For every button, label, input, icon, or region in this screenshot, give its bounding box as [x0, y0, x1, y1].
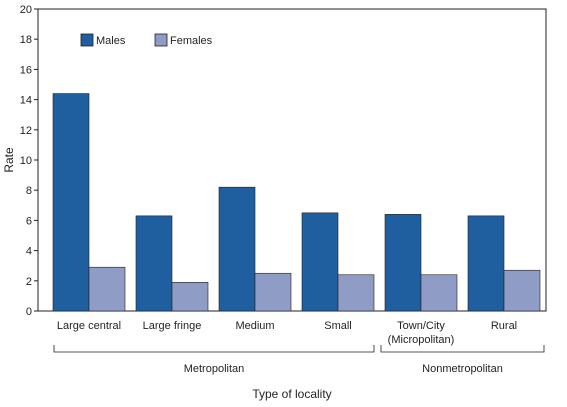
group-bracket	[380, 345, 545, 353]
x-tick-sublabel: (Micropolitan)	[388, 334, 455, 346]
bar-females-3	[337, 274, 375, 312]
bar-females-4	[420, 274, 458, 312]
y-tick-label: 20	[20, 4, 32, 16]
y-tick-label: 4	[26, 246, 32, 258]
y-tick-label: 6	[26, 215, 32, 227]
legend: Males Females	[80, 33, 213, 47]
y-tick-label: 16	[20, 64, 32, 76]
x-tick-label: Small	[324, 320, 352, 332]
legend-swatch-males	[80, 33, 94, 47]
group-label: Nonmetropolitan	[422, 363, 503, 375]
y-tick-label: 14	[20, 95, 32, 107]
y-tick-label: 18	[20, 34, 32, 46]
bar-males-3	[301, 212, 339, 312]
bar-males-5	[467, 215, 505, 312]
x-tick-label: Large fringe	[143, 320, 202, 332]
legend-label-males: Males	[96, 35, 126, 47]
bar-females-0	[88, 266, 126, 312]
x-axis-title: Type of locality	[252, 387, 331, 401]
bar-males-2	[218, 186, 256, 312]
bars	[52, 93, 541, 312]
y-axis-title: Rate	[2, 147, 16, 173]
locality-groups: Metropolitan Nonmetropolitan	[53, 345, 545, 375]
y-tick-label: 10	[20, 155, 32, 167]
bar-males-4	[384, 214, 422, 312]
x-tick-label: Town/City	[397, 320, 445, 332]
y-tick-label: 2	[26, 276, 32, 288]
bar-males-1	[135, 215, 173, 312]
group-label: Metropolitan	[184, 363, 245, 375]
legend-label-females: Females	[170, 35, 213, 47]
bar-males-0	[52, 93, 90, 312]
bar-females-2	[254, 272, 292, 312]
x-axis-labels: Large central Large fringe Medium Small Town…	[57, 320, 517, 346]
y-tick-label: 8	[26, 185, 32, 197]
group-bracket	[53, 345, 375, 353]
y-tick-label: 0	[26, 306, 32, 318]
legend-swatch-females	[154, 33, 168, 47]
x-tick-label: Large central	[57, 320, 121, 332]
y-tick-label: 12	[20, 125, 32, 137]
x-tick-label: Rural	[491, 320, 517, 332]
bar-females-1	[171, 282, 209, 312]
bar-females-5	[503, 269, 541, 312]
y-axis: 0 2 4 6 8 10 12 14 16 18 20	[20, 4, 38, 318]
x-tick-label: Medium	[235, 320, 274, 332]
